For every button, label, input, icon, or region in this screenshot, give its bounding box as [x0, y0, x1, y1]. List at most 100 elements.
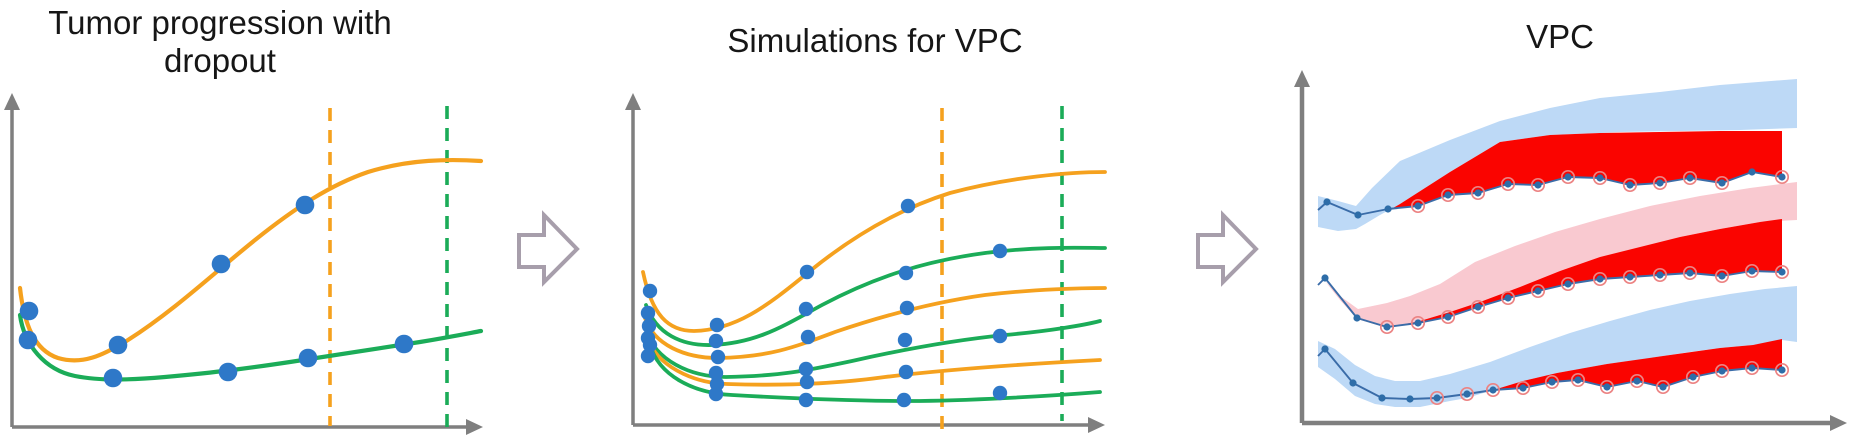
panel1-observations-dot [394, 334, 414, 354]
panel2-curve-orange-3 [646, 336, 1102, 387]
vpc-observed-median-outlier-ring-icon [1410, 315, 1426, 331]
panel1-axes-x-arrowhead-icon [466, 419, 483, 435]
vpc-observed-upper-percentile-marker [1718, 179, 1726, 187]
vpc-observed-upper-percentile-outlier-ring-icon [1592, 170, 1608, 186]
vpc-observed-median-marker [1534, 287, 1542, 295]
vpc-observed-lower-percentile-marker [1748, 364, 1756, 372]
panel2-simulated-observations-dot [798, 392, 814, 408]
flow-arrow-1-icon [517, 210, 580, 287]
vpc-observed-upper-percentile-outlier-ring-icon [1560, 169, 1576, 185]
vpc-observed-median-outlier-ring-icon [1470, 299, 1486, 315]
vpc-observed-median-outlier-ring-icon [1560, 276, 1576, 292]
vpc-observed-upper-percentile-outlier-ring-icon [1714, 175, 1730, 191]
panel1-curve-orange [17, 157, 484, 363]
panel2-simulated-observations-dot [642, 337, 658, 353]
panel2-curve-orange-1 [641, 170, 1107, 333]
vpc-observed-median-outlier-ring-icon [1714, 268, 1730, 284]
panel2-simulated-observations-dot [798, 361, 814, 377]
panel2-simulated-observations-dot [897, 332, 913, 348]
panel1-observations-dot [218, 362, 238, 382]
vpc-observed-lower-percentile-marker [1406, 395, 1414, 403]
vpc-observed-upper-percentile-marker [1596, 174, 1604, 182]
vpc-observed-lower-percentile-marker [1378, 394, 1386, 402]
panel2-simulated-observations-dot [708, 386, 724, 402]
panel1-observations-dot [19, 301, 39, 321]
panel2-simulated-observations-dot [992, 385, 1008, 401]
vpc-observed-upper-percentile-marker [1474, 189, 1482, 197]
vpc-observed-upper-percentile-marker [1323, 198, 1331, 206]
panel3-axes-y-arrowhead-icon [1294, 70, 1310, 87]
vpc-observed-upper-percentile-outlier-ring-icon [1440, 187, 1456, 203]
vpc-observed-median-outlier-ring-icon [1774, 264, 1790, 280]
vpc-observed-median-outlier-ring-icon [1592, 271, 1608, 287]
vpc-observed-median-outlier-ring-icon [1622, 269, 1638, 285]
vpc-observed-lower-percentile-marker [1349, 379, 1357, 387]
vpc-outlier-area-lower [1490, 339, 1782, 391]
vpc-observed-upper-percentile-outlier-ring-icon [1622, 177, 1638, 193]
vpc-observed-upper-percentile-marker [1384, 205, 1392, 213]
vpc-observed-median-marker [1596, 275, 1604, 283]
vpc-observed-upper-percentile-marker [1444, 191, 1452, 199]
vpc-observed-lower-percentile-marker [1489, 386, 1497, 394]
panel2-simulated-observations-dot [800, 329, 816, 345]
vpc-observed-lower-percentile-marker [1548, 378, 1556, 386]
vpc-observed-lower-percentile-outlier-ring-icon [1485, 382, 1501, 398]
vpc-observed-upper-percentile-marker [1748, 168, 1756, 176]
vpc-observed-lower-percentile-marker [1633, 377, 1641, 385]
vpc-observed-upper-percentile-outlier-ring-icon [1410, 198, 1426, 214]
vpc-observed-lower-percentile-marker [1603, 383, 1611, 391]
vpc-observed-lower-percentile-marker [1321, 345, 1329, 353]
panel2-simulated-observations-dot [992, 328, 1008, 344]
vpc-observed-lower-percentile-outlier-ring-icon [1515, 380, 1531, 396]
vpc-observed-upper-percentile-marker [1656, 179, 1664, 187]
vpc-observed-median-marker [1321, 274, 1329, 282]
vpc-observed-median-marker [1444, 313, 1452, 321]
panel1-observations-dot [298, 348, 318, 368]
panel1-observations-dot [211, 254, 231, 274]
vpc-band-median-pink [1320, 182, 1797, 328]
panel2-curve-green-3 [648, 343, 1102, 403]
vpc-observed-upper-percentile-marker [1686, 174, 1694, 182]
vpc-observed-median-marker [1656, 271, 1664, 279]
vpc-observed-lower-percentile-marker [1689, 373, 1697, 381]
vpc-observed-lower-percentile-outlier-ring-icon [1685, 369, 1701, 385]
panel2-simulated-observations-dot [898, 364, 914, 380]
vpc-observed-median-marker [1686, 269, 1694, 277]
vpc-observed-lower-percentile-outlier-ring-icon [1459, 386, 1475, 402]
vpc-observed-upper-percentile-outlier-ring-icon [1682, 170, 1698, 186]
vpc-observed-upper-percentile-marker [1626, 181, 1634, 189]
vpc-observed-lower-percentile-marker [1433, 394, 1441, 402]
vpc-observed-upper-percentile-marker [1778, 173, 1786, 181]
vpc-observed-median-outlier-ring-icon [1744, 263, 1760, 279]
vpc-observed-lower-percentile-marker [1718, 367, 1726, 375]
vpc-outlier-area-median [1390, 219, 1782, 327]
vpc-observed-median-outlier-ring-icon [1379, 319, 1395, 335]
panel1-observations-dot [103, 368, 123, 388]
panel1-observations-dot [18, 330, 38, 350]
panel2-curve-green-1 [644, 245, 1107, 347]
panel3-title: VPC [1526, 18, 1594, 55]
panel2-simulated-observations-dot [798, 301, 814, 317]
panel2-axes-y-arrowhead-icon [625, 93, 641, 110]
panel2-simulated-observations-dot [642, 283, 658, 299]
panel2-title: Simulations for VPC [727, 22, 1023, 59]
panel2-curve-green-2 [644, 319, 1102, 379]
vpc-observed-lower-percentile-outlier-ring-icon [1599, 379, 1615, 395]
vpc-observed-median-outlier-ring-icon [1652, 267, 1668, 283]
panel2-simulated-observations-dot [709, 317, 725, 333]
panel2-simulated-observations-dot [899, 300, 915, 316]
vpc-observed-lower-percentile-outlier-ring-icon [1429, 390, 1445, 406]
panel2-curve-orange-2 [643, 286, 1107, 360]
vpc-observed-median-marker [1778, 268, 1786, 276]
vpc-observed-lower-percentile-outlier-ring-icon [1544, 374, 1560, 390]
panel1-observations-dot [295, 195, 315, 215]
vpc-observed-lower-percentile [1317, 348, 1783, 400]
panel2-simulated-observations-dot [992, 243, 1008, 259]
vpc-observed-upper-percentile-outlier-ring-icon [1530, 177, 1546, 193]
vpc-observed-lower-percentile-outlier-ring-icon [1774, 362, 1790, 378]
vpc-observed-median-marker [1564, 280, 1572, 288]
panel1-axes-y-arrowhead-icon [4, 93, 20, 110]
panel2-simulated-observations-dot [710, 349, 726, 365]
vpc-observed-lower-percentile-outlier-ring-icon [1570, 372, 1586, 388]
